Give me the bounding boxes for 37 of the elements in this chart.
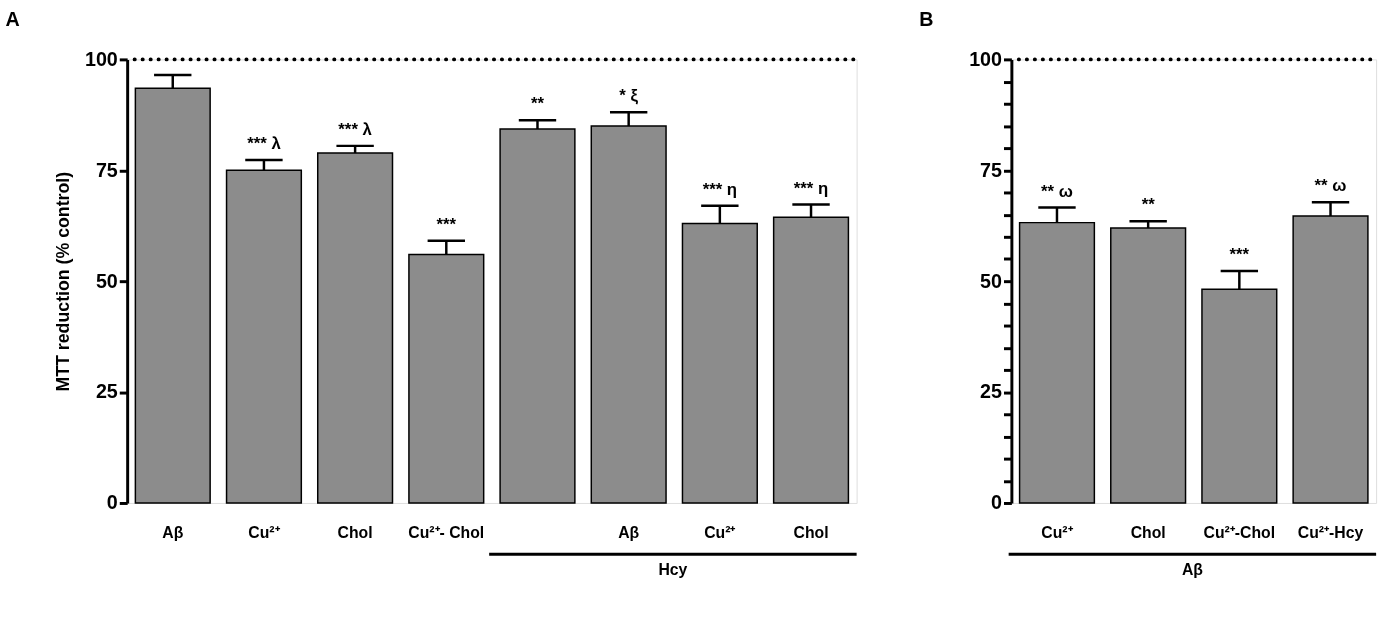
y-tick-label: 0 xyxy=(106,491,118,514)
y-tick-label: 25 xyxy=(980,380,1003,403)
y-axis-title: MTT reduction (% control) xyxy=(53,171,74,392)
x-tick-label: Cu²⁺ xyxy=(1041,523,1074,541)
data-label: *** xyxy=(1229,245,1250,265)
y-tick-label: 75 xyxy=(95,158,118,181)
data-label: ** xyxy=(1141,195,1156,215)
data-label: *** η xyxy=(793,178,829,198)
data-label: *** xyxy=(436,214,457,234)
data-label: * ξ xyxy=(619,86,639,106)
x-tick-label: Cu²⁺ xyxy=(704,523,737,541)
x-tick-label: Cu²⁺ xyxy=(248,523,281,541)
y-tick-label: 75 xyxy=(980,158,1003,181)
data-label: *** λ xyxy=(338,120,373,140)
y-tick-label: 50 xyxy=(95,269,118,292)
text: Aβ xyxy=(1181,560,1204,578)
data-label: ** xyxy=(530,94,545,114)
x-tick-label: Cu²⁺- Chol xyxy=(408,523,485,541)
x-tick-label: Cu²⁺-Chol xyxy=(1203,523,1276,541)
x-tick-label: Aβ xyxy=(618,523,640,541)
x-tick-label: Aβ xyxy=(162,523,184,541)
y-tick-label: 50 xyxy=(980,269,1003,292)
text: Hcy xyxy=(658,560,688,578)
x-tick-label: Chol xyxy=(1130,523,1166,541)
y-tick-label: 0 xyxy=(991,491,1003,514)
x-tick-label: Chol xyxy=(337,523,373,541)
y-tick-label: 100 xyxy=(84,47,118,70)
chart-title: A xyxy=(5,7,20,30)
x-tick-label: Chol xyxy=(793,523,829,541)
data-label: *** λ xyxy=(247,134,282,154)
data-label: ** ω xyxy=(1041,181,1073,201)
data-label: *** η xyxy=(702,179,738,199)
data-label: ** ω xyxy=(1314,176,1347,196)
y-tick-label: 100 xyxy=(969,47,1003,70)
chart-title: B xyxy=(919,7,934,30)
y-tick-label: 25 xyxy=(95,380,118,403)
x-tick-label: Cu²⁺-Hcy xyxy=(1297,523,1364,541)
